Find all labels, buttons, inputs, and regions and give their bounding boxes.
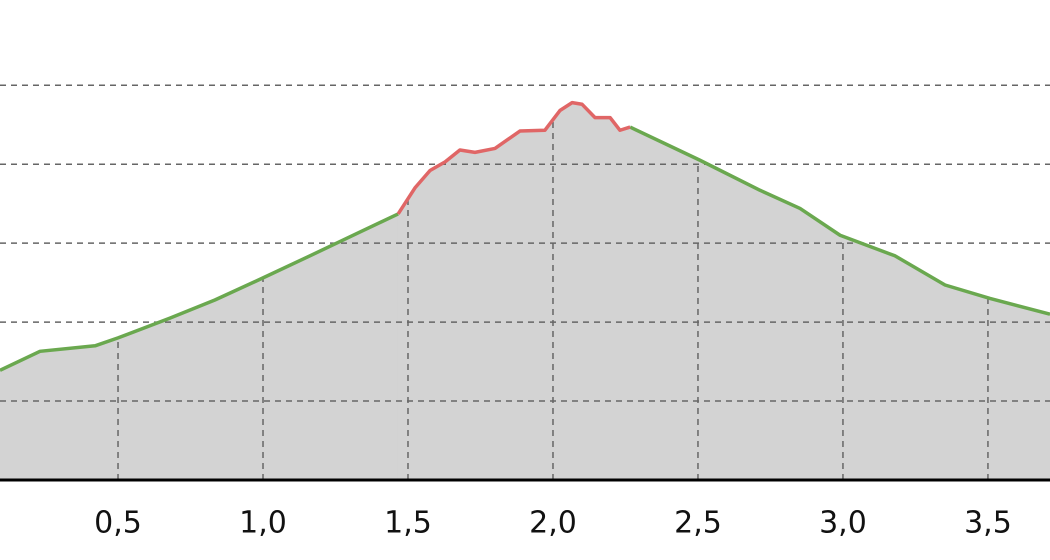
x-tick-label: 1,5: [384, 506, 432, 541]
elevation-line: [0, 212, 399, 372]
area-fill: [0, 213, 399, 481]
elevation-line: [396, 100, 631, 215]
x-tick-label: 2,0: [529, 506, 577, 541]
x-tick-label: 2,5: [674, 506, 722, 541]
area-fill: [397, 102, 631, 481]
area-fill: [629, 126, 1050, 481]
x-tick-label: 3,0: [819, 506, 867, 541]
elevation-line: [629, 125, 1050, 316]
x-tick-label: 3,5: [964, 506, 1012, 541]
x-tick-label: 1,0: [239, 506, 287, 541]
x-tick-label: 0,5: [94, 506, 142, 541]
